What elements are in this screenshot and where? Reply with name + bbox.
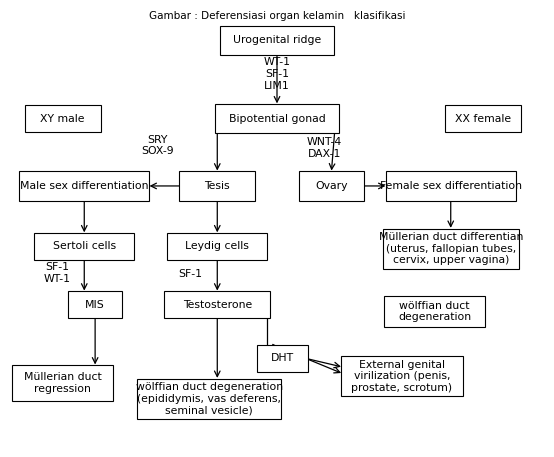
Text: Ovary: Ovary <box>315 181 347 191</box>
Text: wölffian duct degeneration
(epididymis, vas deferens,
seminal vesicle): wölffian duct degeneration (epididymis, … <box>136 382 283 415</box>
Text: Urogenital ridge: Urogenital ridge <box>233 35 321 45</box>
FancyBboxPatch shape <box>24 106 101 132</box>
FancyBboxPatch shape <box>341 356 463 396</box>
Text: WNT-4
DAX-1: WNT-4 DAX-1 <box>307 137 342 159</box>
FancyBboxPatch shape <box>165 291 270 318</box>
Text: Leydig cells: Leydig cells <box>186 241 249 251</box>
Text: DHT: DHT <box>271 353 294 363</box>
Text: Male sex differentiation: Male sex differentiation <box>20 181 148 191</box>
Text: SF-1
WT-1: SF-1 WT-1 <box>44 262 70 284</box>
Text: Testosterone: Testosterone <box>183 300 252 310</box>
Text: Female sex differentiation: Female sex differentiation <box>379 181 522 191</box>
Text: Gambar : Deferensiasi organ kelamin   klasifikasi: Gambar : Deferensiasi organ kelamin klas… <box>149 11 405 21</box>
Text: Sertoli cells: Sertoli cells <box>53 241 116 251</box>
FancyBboxPatch shape <box>383 228 519 269</box>
Text: External genital
virilization (penis,
prostate, scrotum): External genital virilization (penis, pr… <box>351 360 453 393</box>
FancyBboxPatch shape <box>384 296 485 327</box>
FancyBboxPatch shape <box>257 345 308 372</box>
Text: Müllerian duct
regression: Müllerian duct regression <box>24 372 101 394</box>
Text: XY male: XY male <box>40 114 85 124</box>
FancyBboxPatch shape <box>220 26 334 55</box>
Text: MIS: MIS <box>85 300 105 310</box>
Text: SRY
SOX-9: SRY SOX-9 <box>141 135 174 156</box>
FancyBboxPatch shape <box>299 171 364 201</box>
Text: XX female: XX female <box>455 114 511 124</box>
Text: wölffian duct
degeneration: wölffian duct degeneration <box>398 301 471 322</box>
FancyBboxPatch shape <box>445 106 521 132</box>
FancyBboxPatch shape <box>386 171 516 201</box>
FancyBboxPatch shape <box>12 365 113 401</box>
FancyBboxPatch shape <box>167 233 268 260</box>
Text: WT-1
SF-1
LIM1: WT-1 SF-1 LIM1 <box>264 58 290 90</box>
FancyBboxPatch shape <box>214 104 340 133</box>
FancyBboxPatch shape <box>34 233 135 260</box>
FancyBboxPatch shape <box>179 171 255 201</box>
Text: Müllerian duct differentian
(uterus, fallopian tubes,
cervix, upper vagina): Müllerian duct differentian (uterus, fal… <box>378 232 523 265</box>
FancyBboxPatch shape <box>68 291 122 318</box>
Text: Tesis: Tesis <box>204 181 230 191</box>
Text: Bipotential gonad: Bipotential gonad <box>229 114 325 124</box>
FancyBboxPatch shape <box>137 378 281 419</box>
Text: SF-1: SF-1 <box>178 269 202 279</box>
FancyBboxPatch shape <box>19 171 150 201</box>
